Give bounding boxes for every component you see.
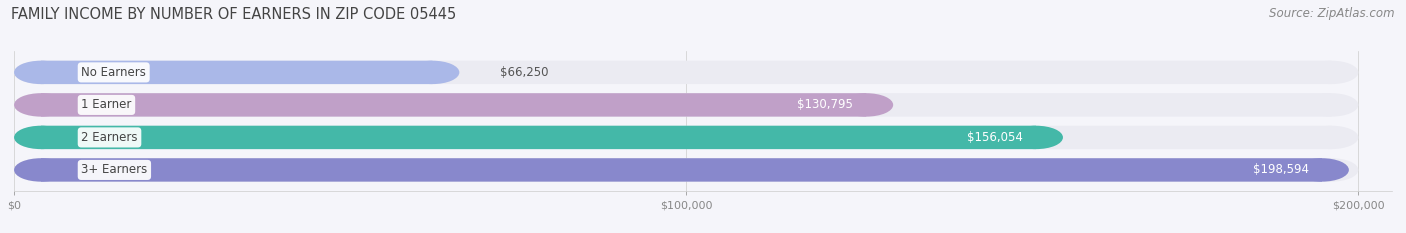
Text: 3+ Earners: 3+ Earners [82, 163, 148, 176]
Ellipse shape [839, 93, 893, 116]
Text: No Earners: No Earners [82, 66, 146, 79]
Ellipse shape [1010, 126, 1063, 149]
FancyBboxPatch shape [41, 158, 1331, 182]
FancyBboxPatch shape [41, 158, 1322, 182]
FancyBboxPatch shape [41, 93, 866, 116]
Ellipse shape [14, 93, 67, 116]
FancyBboxPatch shape [41, 93, 1331, 116]
Ellipse shape [405, 61, 460, 84]
Text: 2 Earners: 2 Earners [82, 131, 138, 144]
Ellipse shape [1305, 93, 1358, 116]
Ellipse shape [14, 158, 67, 182]
FancyBboxPatch shape [41, 61, 433, 84]
Ellipse shape [1295, 158, 1348, 182]
Text: $198,594: $198,594 [1253, 163, 1309, 176]
Text: Source: ZipAtlas.com: Source: ZipAtlas.com [1270, 7, 1395, 20]
Ellipse shape [14, 158, 67, 182]
Ellipse shape [14, 93, 67, 116]
Text: $66,250: $66,250 [499, 66, 548, 79]
Text: FAMILY INCOME BY NUMBER OF EARNERS IN ZIP CODE 05445: FAMILY INCOME BY NUMBER OF EARNERS IN ZI… [11, 7, 457, 22]
Ellipse shape [14, 61, 67, 84]
Ellipse shape [14, 61, 67, 84]
Ellipse shape [14, 126, 67, 149]
FancyBboxPatch shape [41, 126, 1331, 149]
Text: 1 Earner: 1 Earner [82, 98, 132, 111]
FancyBboxPatch shape [41, 61, 1331, 84]
Ellipse shape [1305, 61, 1358, 84]
FancyBboxPatch shape [41, 126, 1036, 149]
Text: $156,054: $156,054 [967, 131, 1022, 144]
Text: $130,795: $130,795 [797, 98, 853, 111]
Ellipse shape [1305, 126, 1358, 149]
Ellipse shape [14, 126, 67, 149]
Ellipse shape [1305, 158, 1358, 182]
